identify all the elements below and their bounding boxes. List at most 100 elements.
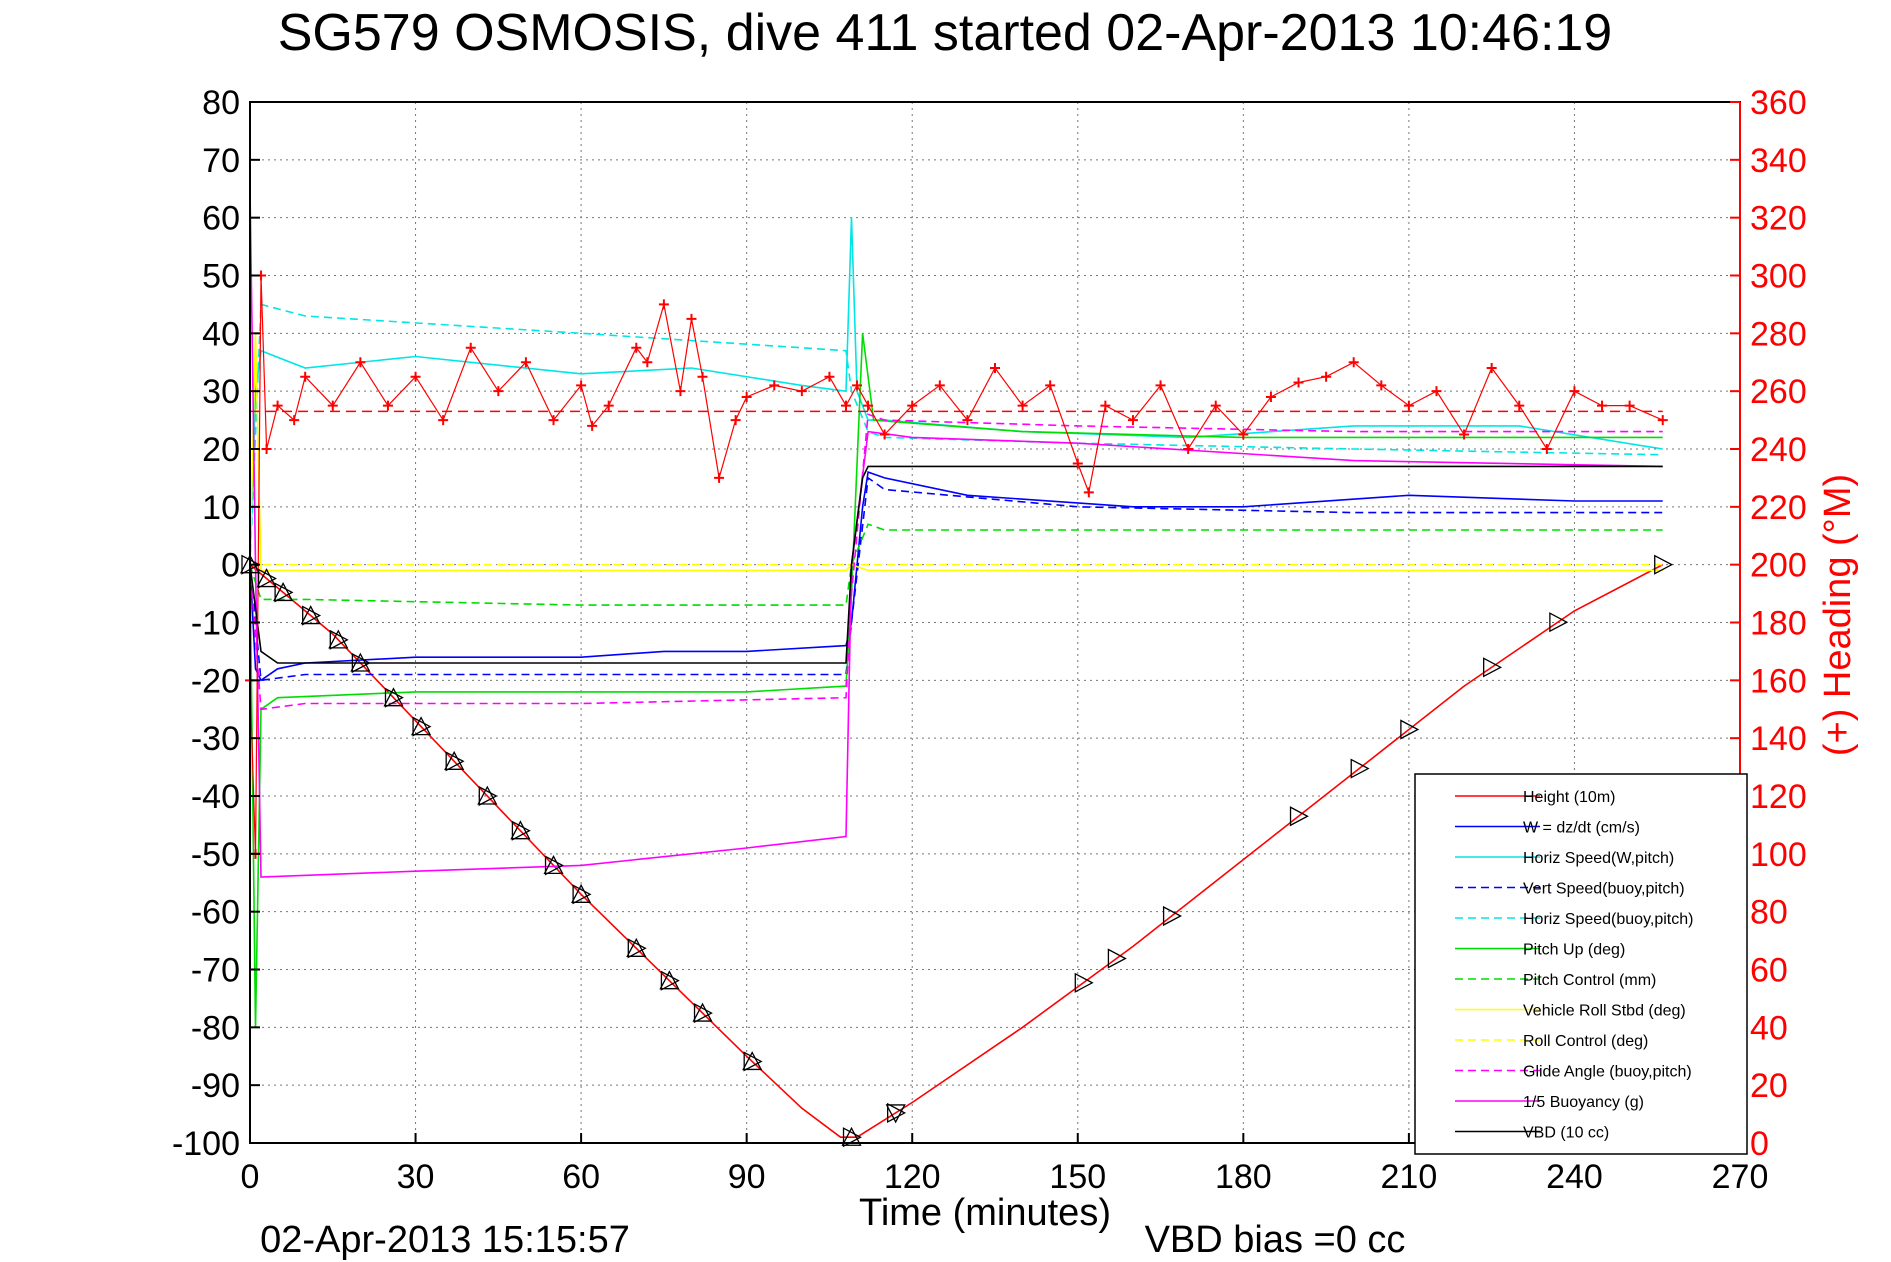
ascent-marker — [1350, 758, 1370, 779]
descent-marker — [544, 855, 564, 876]
y-tick-label: -70 — [191, 952, 240, 990]
ascent-marker — [1289, 806, 1309, 827]
y-tick-label: 0 — [221, 547, 240, 585]
legend-label: Pitch Up (deg) — [1523, 942, 1625, 959]
right-y-tick-label: 160 — [1750, 662, 1807, 700]
heading-marker — [603, 400, 614, 411]
descent-marker-up — [626, 937, 647, 957]
ascent-marker — [1400, 719, 1420, 740]
heading-marker — [1431, 386, 1442, 397]
descent-marker-up — [571, 883, 592, 903]
heading-marker — [1127, 415, 1138, 426]
descent-marker — [693, 1002, 713, 1024]
x-tick-label: 270 — [1712, 1158, 1769, 1196]
y-tick-label: -50 — [191, 836, 240, 874]
right-y-tick-label: 300 — [1750, 258, 1807, 296]
heading-marker — [1569, 386, 1580, 397]
descent-marker-up — [300, 605, 321, 625]
heading-marker — [1293, 377, 1304, 388]
heading-marker — [1541, 444, 1552, 454]
heading-marker — [697, 371, 708, 382]
descent-marker-up — [328, 629, 349, 649]
right-y-tick-label: 260 — [1750, 373, 1807, 411]
heading-marker — [769, 380, 780, 391]
heading-marker — [1017, 400, 1028, 411]
heading-marker — [1657, 415, 1668, 426]
legend: Height (10m) W = dz/dt (cm/s) Horiz Speed(… — [1414, 773, 1748, 1155]
right-y-tick-label: 0 — [1750, 1125, 1769, 1163]
right-y-tick-label: 120 — [1750, 778, 1807, 816]
y-tick-label: 60 — [202, 200, 240, 238]
legend-label: Horiz Speed(buoy,pitch) — [1523, 911, 1693, 928]
heading-marker — [355, 357, 366, 368]
ascent-marker — [1483, 657, 1503, 678]
right-axis-label: (+) Heading (°M) — [1817, 474, 1859, 756]
y-tick-label: 20 — [202, 431, 240, 469]
right-y-tick-label: 40 — [1750, 1009, 1788, 1047]
heading-marker — [300, 371, 311, 382]
y-tick-label: 80 — [202, 84, 240, 122]
x-tick-label: 180 — [1215, 1158, 1272, 1196]
heading-marker — [1183, 444, 1194, 454]
heading-marker — [1624, 400, 1635, 411]
x-tick-label: 30 — [397, 1158, 435, 1196]
heading-marker — [1376, 380, 1387, 391]
heading-marker — [863, 400, 874, 411]
descent-marker — [351, 652, 371, 674]
series-line-4 — [249, 303, 1663, 565]
heading-marker — [438, 415, 449, 426]
footer-date: 02-Apr-2013 15:15:57 — [260, 1219, 630, 1261]
legend-label: W = dz/dt (cm/s) — [1523, 820, 1640, 837]
right-y-tick-label: 280 — [1750, 315, 1807, 353]
heading-marker — [1514, 400, 1525, 411]
series-line-2 — [249, 217, 1663, 565]
x-tick-label: 120 — [884, 1158, 941, 1196]
ascent-marker — [1162, 905, 1182, 927]
heading-marker — [796, 386, 807, 397]
vbd-bias-label: VBD bias =0 cc — [1145, 1219, 1406, 1261]
right-y-tick-label: 100 — [1750, 836, 1807, 874]
right-y-tick-label: 80 — [1750, 894, 1788, 932]
heading-marker — [675, 386, 686, 397]
y-tick-label: 10 — [202, 489, 240, 527]
right-y-tick-label: 140 — [1750, 720, 1807, 758]
heading-marker — [289, 415, 300, 426]
heading-marker — [1238, 429, 1249, 440]
right-y-tick-label: 220 — [1750, 489, 1807, 527]
heading-marker — [824, 371, 835, 382]
heading-marker — [714, 472, 725, 483]
y-tick-label: -20 — [191, 662, 240, 700]
x-axis-label: Time (minutes) — [859, 1192, 1111, 1234]
right-y-tick-label: 360 — [1750, 84, 1807, 122]
heading-marker — [493, 386, 504, 397]
descent-marker — [329, 629, 349, 650]
descent-marker — [660, 970, 680, 991]
chart-title: SG579 OSMOSIS, dive 411 started 02-Apr-2… — [278, 4, 1612, 62]
heading-marker — [548, 415, 559, 426]
y-tick-label: -60 — [191, 894, 240, 932]
heading-marker — [576, 380, 587, 391]
apogee-marker — [885, 1104, 906, 1124]
ascent-marker — [1654, 554, 1674, 575]
x-tick-label: 60 — [562, 1158, 600, 1196]
heading-marker — [465, 342, 476, 353]
right-y-tick-label: 180 — [1750, 605, 1807, 643]
heading-marker — [1403, 400, 1414, 411]
descent-marker — [572, 884, 592, 905]
heading-marker — [587, 420, 598, 431]
legend-label: Roll Control (deg) — [1523, 1033, 1648, 1050]
ascent-marker — [1074, 972, 1094, 993]
heading-marker — [261, 444, 272, 454]
x-tick-label: 90 — [728, 1158, 766, 1196]
right-y-tick-label: 240 — [1750, 431, 1807, 469]
heading-marker — [382, 400, 393, 411]
descent-marker-up — [383, 687, 404, 707]
descent-marker — [511, 820, 531, 841]
y-tick-label: 30 — [202, 373, 240, 411]
descent-marker — [384, 687, 404, 708]
y-tick-label: -40 — [191, 778, 240, 816]
descent-marker-up — [350, 652, 371, 672]
y-tick-label: -80 — [191, 1009, 240, 1047]
tick-layer: 0 30 60 90 120 150 180 210 240 270-100-90-80-70-6… — [172, 84, 1807, 1196]
heading-marker — [962, 415, 973, 426]
